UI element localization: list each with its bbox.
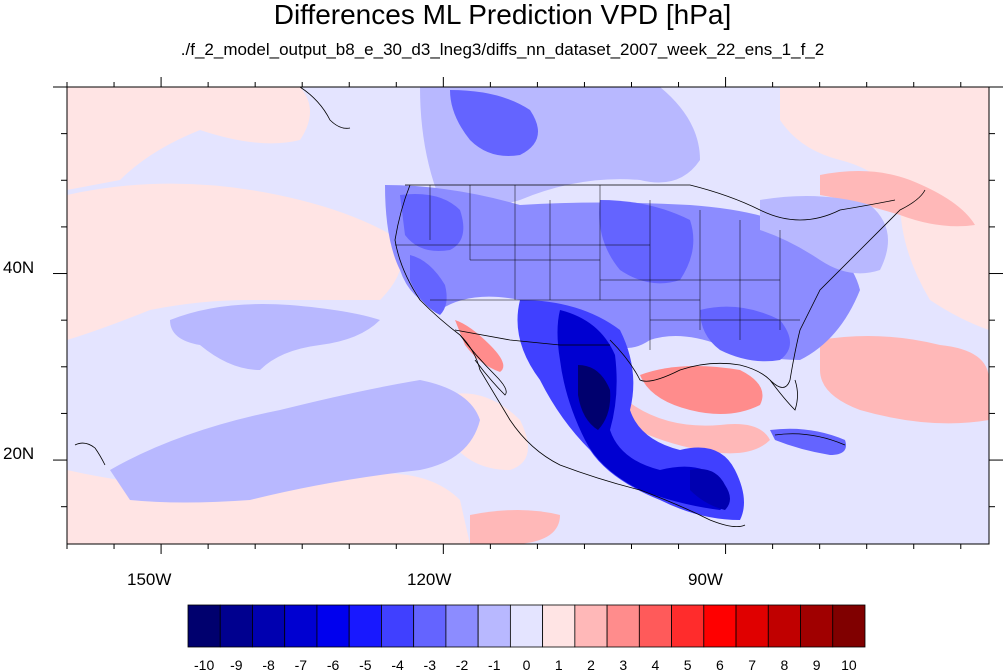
colorbar-label: -7 [295, 657, 308, 672]
colorbar-label: 3 [619, 657, 627, 672]
colorbar-swatch [252, 604, 286, 648]
colorbar-swatch [606, 604, 640, 648]
colorbar-swatch [800, 604, 834, 648]
anomaly-negative-plains [599, 200, 694, 284]
colorbar-swatch [703, 604, 737, 648]
colorbar-swatch [542, 604, 576, 648]
lat-tick-label: 40N [3, 258, 35, 277]
coastlines [74, 87, 926, 528]
map-title: Differences ML Prediction VPD [hPa] [273, 0, 732, 30]
anomaly-negative-cuba [770, 428, 846, 455]
anomaly-positive-pacific-south [470, 510, 560, 544]
anomaly-negative-mexico-core [557, 310, 728, 510]
colorbar-label: 8 [781, 657, 789, 672]
colorbar-label: -8 [262, 657, 275, 672]
us-canada-border [405, 184, 896, 221]
colorbar-swatch [638, 604, 672, 648]
colorbar-swatch [671, 604, 705, 648]
lon-tick-label: 120W [407, 570, 452, 589]
anomaly-negative-pacific-south [110, 380, 480, 503]
anomaly-positive-atlantic [820, 336, 989, 424]
anomaly-positive-west [67, 183, 403, 340]
colorbar-label: 0 [523, 657, 531, 672]
east-coast-outline [789, 189, 926, 381]
anomaly-negative-pnw [400, 194, 464, 251]
colorbar-swatch [284, 604, 318, 648]
colorbar-swatch [348, 604, 382, 648]
us-mexico-border [454, 329, 610, 346]
colorbar-label: -3 [424, 657, 437, 672]
colorbar-swatch [445, 604, 479, 648]
colorbar-label: -2 [456, 657, 469, 672]
anomaly-positive-east [780, 87, 989, 330]
state-borders [395, 185, 800, 350]
colorbar-label: 1 [555, 657, 563, 672]
colorbar-swatch [509, 604, 544, 648]
anomaly-positive-baja [455, 320, 504, 372]
colorbar-label: -5 [359, 657, 372, 672]
map-plot-area [67, 87, 989, 544]
colorbar-label: 7 [748, 657, 756, 672]
colorbar-label: -10 [194, 657, 214, 672]
map-ticks [53, 77, 1003, 554]
colorbar-label: 5 [684, 657, 692, 672]
gulf-coast-outline [609, 339, 791, 388]
hawaii-outline [74, 442, 106, 466]
anomaly-negative-mexico-peak [578, 365, 611, 430]
colorbar-swatch [381, 604, 415, 648]
map-subtitle: ./f_2_model_output_b8_e_30_d3_lneg3/diff… [180, 40, 825, 59]
anomaly-negative-central-america [690, 469, 730, 510]
colorbar-label: -1 [488, 657, 501, 672]
colorbar-swatch [219, 604, 253, 648]
florida-outline [769, 379, 798, 411]
anomaly-positive-gulf [640, 366, 763, 414]
colorbar-swatch [477, 604, 511, 648]
colorbar-label: 2 [587, 657, 595, 672]
colorbar: -10 -9 -8 -7 -6 -5 -4 -3 -2 -1 0 1 2 3 4 5 6 7 8 9 10 [187, 604, 866, 672]
colorbar-swatch [735, 604, 769, 648]
lon-tick-label: 150W [127, 570, 172, 589]
anomaly-positive-gulf-outer [620, 395, 770, 454]
anomaly-negative-canada-core [450, 90, 538, 156]
alaska-coast [299, 87, 351, 129]
colorbar-label: 4 [652, 657, 660, 672]
baja-outline [459, 334, 507, 396]
anomaly-negative-southeast [700, 306, 790, 362]
colorbar-label: 6 [716, 657, 724, 672]
colorbar-swatch [316, 604, 350, 648]
cuba-outline [774, 433, 846, 446]
colorbar-swatch [832, 604, 866, 648]
west-coast-outline [394, 184, 746, 528]
colorbar-label: 9 [813, 657, 821, 672]
colorbar-swatch [413, 604, 447, 648]
state-border-lines [395, 185, 800, 350]
lat-tick-label: 20N [3, 444, 35, 463]
anomaly-positive-atlantic-north [820, 171, 975, 227]
colorbar-label: -9 [230, 657, 243, 672]
anomaly-negative-pacific [170, 304, 380, 370]
colorbar-swatch [187, 604, 221, 648]
anomaly-positive-nw [67, 87, 310, 190]
colorbar-label: 10 [841, 657, 857, 672]
colorbar-label: -6 [327, 657, 340, 672]
colorbar-swatch [767, 604, 801, 648]
map-frame [66, 86, 990, 545]
lon-tick-label: 90W [688, 570, 723, 589]
colorbar-label: -4 [391, 657, 404, 672]
colorbar-swatch [574, 604, 608, 648]
